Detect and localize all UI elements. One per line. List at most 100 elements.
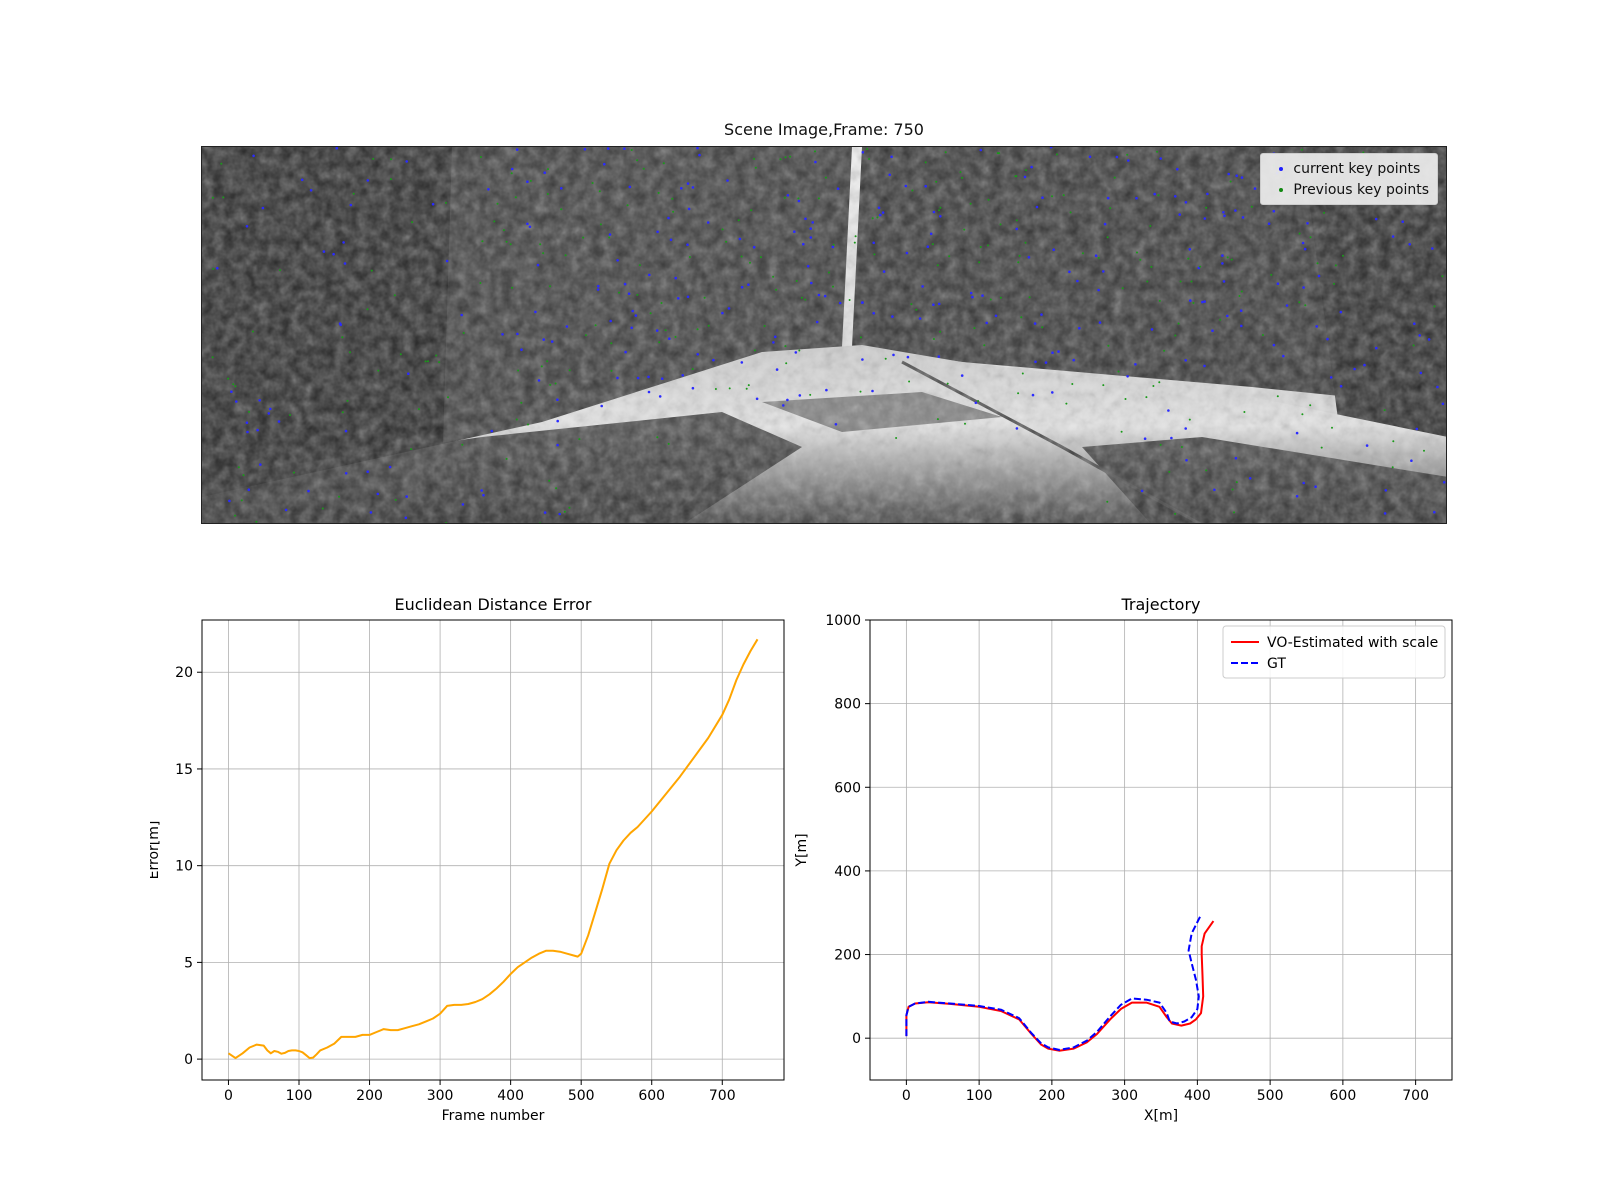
current-key-point (1153, 192, 1156, 196)
current-key-point (623, 147, 626, 150)
previous-key-point (447, 396, 449, 399)
current-key-point (1339, 384, 1343, 388)
current-key-point (1410, 459, 1413, 463)
previous-key-point (510, 172, 513, 175)
previous-key-point (1298, 301, 1301, 304)
previous-key-point (827, 271, 830, 274)
current-key-point (1027, 256, 1031, 259)
current-key-point (543, 171, 546, 174)
current-key-point (809, 227, 812, 230)
current-key-point (1227, 172, 1230, 176)
current-key-point (774, 335, 777, 339)
previous-key-point (527, 423, 529, 426)
current-key-point (1015, 227, 1018, 231)
current-key-point (1127, 159, 1130, 162)
previous-key-point (1025, 169, 1027, 172)
current-key-point (284, 508, 288, 512)
previous-key-point (798, 349, 801, 352)
previous-key-point (745, 387, 748, 390)
previous-key-point (1028, 296, 1031, 299)
previous-key-point (657, 191, 660, 194)
previous-key-point (493, 220, 496, 223)
previous-key-point (321, 507, 324, 510)
current-key-point (1317, 274, 1321, 278)
previous-key-point (1391, 466, 1394, 469)
previous-key-point (667, 442, 670, 445)
previous-key-point (1199, 265, 1202, 268)
previous-key-point (996, 152, 999, 155)
previous-key-point (737, 219, 740, 222)
previous-key-point (1309, 404, 1312, 407)
previous-key-point (797, 197, 800, 200)
current-key-point (583, 147, 587, 151)
current-key-point (1295, 431, 1299, 435)
previous-key-point (1174, 334, 1177, 337)
previous-key-point (481, 240, 484, 243)
previous-key-point (932, 338, 935, 340)
current-key-point (1201, 300, 1204, 304)
current-key-point (630, 326, 633, 330)
current-key-point (261, 206, 265, 210)
error-y-axis-label: Error[m] (150, 821, 162, 880)
previous-key-point (211, 356, 214, 359)
previous-key-point (999, 223, 1002, 226)
current-key-point (686, 182, 690, 185)
previous-key-point (853, 241, 856, 244)
previous-key-point (873, 253, 876, 256)
current-key-point (1442, 481, 1446, 484)
x-tick-label: 0 (224, 1088, 233, 1104)
previous-key-point (638, 264, 641, 267)
current-key-point (921, 285, 924, 288)
current-key-point (600, 404, 603, 408)
current-key-point (798, 394, 802, 397)
previous-key-point (876, 216, 879, 219)
current-key-point (668, 337, 671, 340)
current-key-point (1248, 477, 1252, 480)
current-key-point (631, 309, 634, 313)
previous-key-point (1081, 252, 1084, 255)
current-key-point (755, 397, 759, 401)
current-key-point (501, 333, 504, 336)
previous-key-point (563, 510, 566, 513)
current-key-point (918, 317, 922, 320)
previous-key-point (610, 342, 613, 345)
previous-key-point (377, 369, 380, 372)
legend-box (1222, 625, 1446, 679)
previous-key-point (289, 414, 291, 416)
previous-key-point (964, 422, 966, 425)
current-key-point (1143, 437, 1147, 441)
current-key-point (490, 429, 494, 433)
current-key-point (1314, 485, 1317, 489)
current-key-point (1035, 205, 1039, 209)
previous-key-point (461, 443, 464, 446)
previous-key-point (1069, 211, 1072, 214)
current-key-point (1103, 222, 1107, 226)
current-key-point (740, 361, 744, 364)
current-key-point (565, 325, 569, 328)
current-key-point (1391, 235, 1395, 238)
current-key-point (647, 390, 651, 394)
series-line (227, 638, 759, 1060)
x-tick-label: 100 (286, 1088, 313, 1104)
previous-key-point (1300, 148, 1303, 151)
current-key-point (461, 503, 465, 506)
previous-key-point (212, 267, 215, 270)
previous-key-point (237, 466, 240, 469)
current-key-point (526, 180, 529, 183)
current-key-point (228, 499, 231, 503)
current-key-point (981, 294, 984, 297)
current-key-point (985, 321, 988, 325)
previous-key-point (505, 240, 508, 243)
previous-key-point (338, 495, 340, 498)
current-key-point (338, 322, 342, 325)
current-key-point (269, 407, 272, 411)
current-key-point (460, 313, 464, 317)
current-key-point (1241, 216, 1245, 219)
current-key-point (904, 184, 908, 188)
current-key-point (627, 292, 631, 295)
previous-key-point (775, 288, 778, 291)
previous-key-point (479, 156, 482, 158)
previous-key-point (1150, 265, 1153, 268)
current-key-point (1363, 363, 1366, 367)
previous-key-point (1056, 153, 1058, 156)
